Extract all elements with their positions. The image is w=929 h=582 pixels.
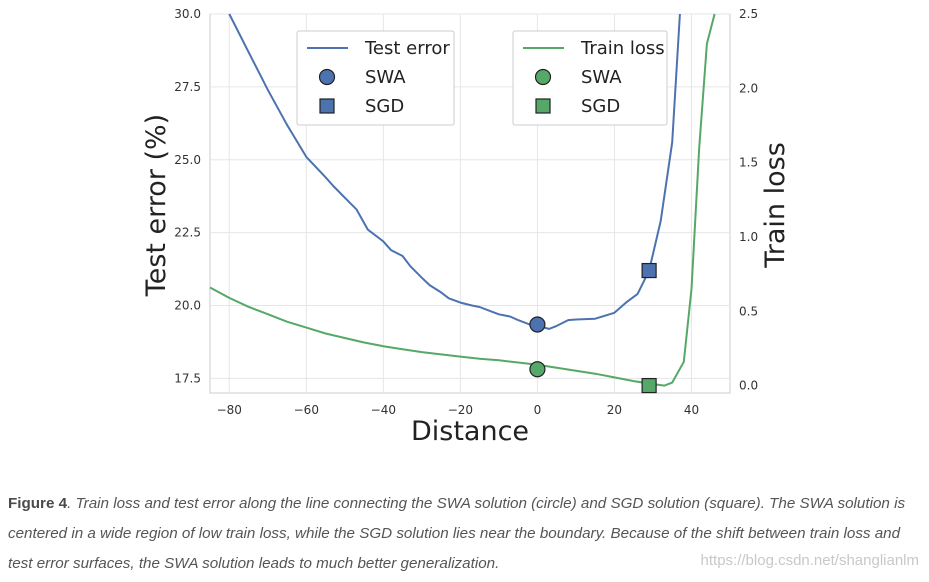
legend-box: [296, 30, 455, 126]
y-tick-label: 22.5: [174, 226, 201, 240]
x-tick-label: 20: [607, 403, 622, 417]
y-tick-label: 30.0: [174, 7, 201, 21]
legend-label: SWA: [365, 67, 406, 88]
x-tick-label: 0: [534, 403, 542, 417]
legend-label: Test error: [364, 38, 450, 59]
legend-label: Train loss: [580, 38, 665, 59]
watermark: https://blog.csdn.net/shanglianlm: [700, 552, 919, 569]
legend-label: SWA: [581, 67, 622, 88]
y2-tick-label: 2.0: [739, 81, 758, 95]
y-tick-label: 17.5: [174, 371, 201, 385]
y-axis-ticks: 17.5 20.0 22.5 25.0 27.5 30.0: [174, 7, 201, 385]
y-tick-label: 25.0: [174, 153, 201, 167]
series-line-test-error: [228, 13, 681, 330]
legends-layer: Test error SWA SGD Train loss SWA SGD: [296, 30, 668, 126]
series-layer: [209, 13, 716, 387]
y2-tick-label: 0.0: [739, 379, 758, 393]
x-axis-ticks: −80 −60 −40 −20 0 20 40: [217, 403, 700, 417]
y-tick-label: 27.5: [174, 80, 201, 94]
markers-layer: [529, 262, 657, 394]
x-axis-title: Distance: [411, 416, 529, 447]
chart: −80 −60 −40 −20 0 20 40 17.5 20.0 22.5 25.0 27.5 30…: [141, 7, 791, 447]
x-tick-label: −40: [371, 403, 396, 417]
y2-axis-title: Train loss: [760, 142, 791, 269]
y-tick-label: 20.0: [174, 299, 201, 313]
legend-circle-swatch: [318, 68, 336, 86]
x-tick-label: 40: [684, 403, 699, 417]
caption-text: . Train loss and test error along the li…: [8, 495, 906, 572]
legend-square-swatch: [319, 98, 335, 114]
figure-caption: Figure 4. Train loss and test error alon…: [8, 489, 923, 579]
y-axis-title: Test error (%): [141, 114, 172, 297]
legend-circle-swatch: [534, 68, 552, 86]
caption-label: Figure 4: [8, 495, 68, 512]
swa-test-error-marker: [529, 316, 546, 333]
x-tick-label: −60: [294, 403, 319, 417]
legend-square-swatch: [535, 98, 551, 114]
y2-tick-label: 0.5: [739, 304, 758, 318]
legend-label: SGD: [581, 96, 620, 117]
sgd-test-error-marker: [641, 262, 657, 279]
x-tick-label: −80: [217, 403, 242, 417]
sgd-train-loss-marker: [641, 377, 657, 394]
x-tick-label: −20: [448, 403, 473, 417]
y2-axis-ticks: 0.0 0.5 1.0 1.5 2.0 2.5: [739, 7, 758, 393]
legend-box: [512, 30, 668, 126]
y2-tick-label: 2.5: [739, 7, 758, 21]
legend-label: SGD: [365, 96, 404, 117]
series-line-train-loss: [209, 13, 716, 387]
y2-tick-label: 1.5: [739, 156, 758, 170]
y2-tick-label: 1.0: [739, 230, 758, 244]
swa-train-loss-marker: [529, 361, 546, 378]
